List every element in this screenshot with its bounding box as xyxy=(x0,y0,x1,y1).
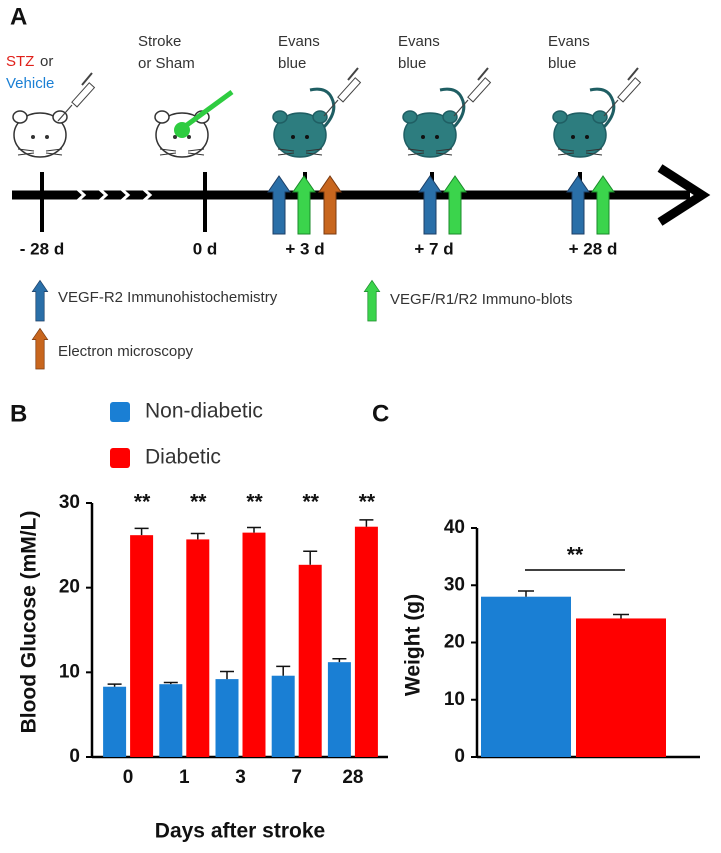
bar xyxy=(130,535,154,757)
y-axis-label: Weight (g) xyxy=(402,594,425,696)
y-tick-label: 0 xyxy=(69,746,80,767)
error-bar xyxy=(107,683,122,687)
annotation: ** xyxy=(567,544,584,567)
y-tick-label: 30 xyxy=(59,492,80,513)
y-tick-label: 20 xyxy=(59,577,80,598)
event-label: Evans xyxy=(548,33,590,50)
bar xyxy=(159,684,183,757)
bar xyxy=(481,596,571,757)
day-label: + 7 d xyxy=(414,239,453,258)
legend-swatch xyxy=(110,402,130,422)
mouse-icons xyxy=(12,67,642,159)
legend-label: VEGF-R2 Immunohistochemistry xyxy=(58,289,278,306)
day-label: - 28 d xyxy=(20,239,64,258)
error-bar xyxy=(613,613,629,619)
legend-label: Electron microscopy xyxy=(58,343,194,360)
error-bar xyxy=(518,590,534,597)
bar xyxy=(327,662,351,757)
x-tick-label: 1 xyxy=(179,767,190,788)
or-label: or xyxy=(40,53,53,70)
legend-label: Non-diabetic xyxy=(145,400,263,423)
annotation: ** xyxy=(246,491,263,514)
bar xyxy=(298,564,322,757)
event-label: Evans xyxy=(398,33,440,50)
x-axis-label: Days after stroke xyxy=(155,820,325,843)
error-bar xyxy=(163,681,178,685)
day-label: 0 d xyxy=(193,239,218,258)
x-tick-label: 7 xyxy=(291,767,302,788)
timeline xyxy=(12,164,711,235)
y-axis-label: Blood Glucose (mM/L) xyxy=(18,511,41,734)
event-label: blue xyxy=(278,55,306,72)
bar xyxy=(354,526,378,757)
day-label: + 3 d xyxy=(285,239,324,258)
bar xyxy=(576,618,666,757)
error-bar xyxy=(332,658,347,663)
error-bar xyxy=(247,526,261,533)
annotation: ** xyxy=(190,491,207,514)
x-tick-label: 3 xyxy=(235,767,246,788)
event-label: blue xyxy=(548,55,576,72)
y-tick-label: 0 xyxy=(454,746,465,767)
panel-letter: A xyxy=(10,3,27,30)
annotation: ** xyxy=(134,491,151,514)
day-label: + 28 d xyxy=(569,239,618,258)
error-bar xyxy=(359,519,374,527)
annotation: ** xyxy=(303,491,320,514)
event-label: Stroke xyxy=(138,33,181,50)
event-label: blue xyxy=(398,55,426,72)
stz-label: STZ xyxy=(6,53,34,70)
vehicle-label: Vehicle xyxy=(6,75,54,92)
bar xyxy=(103,686,127,757)
panel-letter: B xyxy=(10,400,27,427)
panel-letter: C xyxy=(372,400,389,427)
annotation: ** xyxy=(359,491,376,514)
event-label: or Sham xyxy=(138,55,195,72)
error-bar xyxy=(276,665,291,676)
legend-label: Diabetic xyxy=(145,446,221,469)
legend-swatch xyxy=(110,448,130,468)
x-tick-label: 28 xyxy=(342,767,363,788)
y-tick-label: 20 xyxy=(444,632,465,653)
y-tick-label: 30 xyxy=(444,574,465,595)
bar xyxy=(186,539,210,757)
error-bar xyxy=(190,532,205,540)
y-tick-label: 10 xyxy=(444,689,465,710)
bar xyxy=(242,532,266,757)
x-tick-label: 0 xyxy=(123,767,134,788)
legend-label: VEGF/R1/R2 Immuno-blots xyxy=(390,291,573,308)
error-bar xyxy=(303,550,318,565)
y-tick-label: 40 xyxy=(444,517,465,538)
y-tick-label: 10 xyxy=(59,661,80,682)
event-label: Evans xyxy=(278,33,320,50)
bar xyxy=(271,675,295,757)
error-bar xyxy=(220,670,234,680)
bar xyxy=(215,679,239,757)
error-bar xyxy=(134,527,149,536)
